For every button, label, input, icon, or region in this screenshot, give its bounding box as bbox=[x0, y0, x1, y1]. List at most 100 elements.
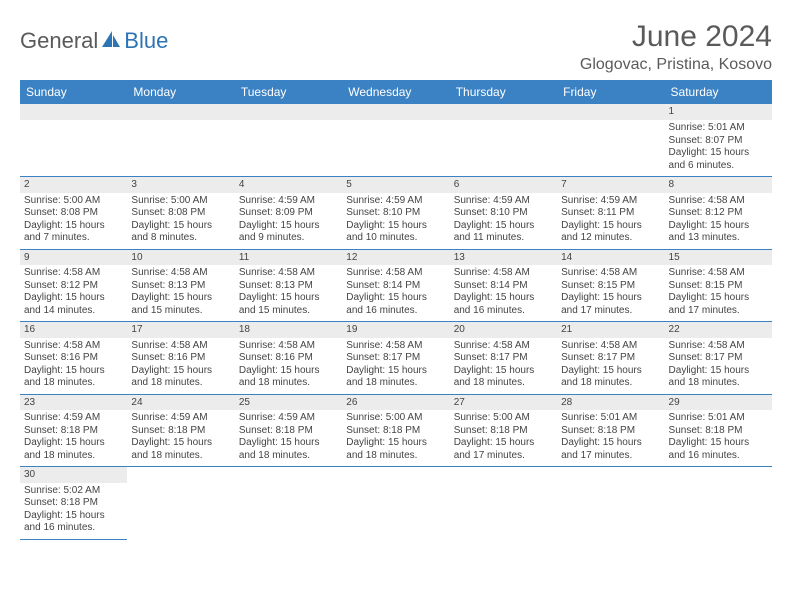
daylight: Daylight: 15 hours and 18 minutes. bbox=[561, 365, 660, 390]
weekday-header: Wednesday bbox=[342, 80, 449, 104]
day-number: 24 bbox=[127, 394, 234, 410]
sunrise: Sunrise: 4:58 AM bbox=[669, 195, 768, 208]
day-cell: Sunrise: 4:58 AMSunset: 8:17 PMDaylight:… bbox=[557, 338, 664, 395]
weekday-header: Sunday bbox=[20, 80, 127, 104]
day-number: 13 bbox=[450, 249, 557, 265]
sunrise: Sunrise: 5:00 AM bbox=[24, 195, 123, 208]
calendar-table: SundayMondayTuesdayWednesdayThursdayFrid… bbox=[20, 80, 772, 540]
sunset: Sunset: 8:15 PM bbox=[669, 280, 768, 293]
daylight: Daylight: 15 hours and 7 minutes. bbox=[24, 220, 123, 245]
day-cell: Sunrise: 4:58 AMSunset: 8:14 PMDaylight:… bbox=[450, 265, 557, 322]
brand-part2: Blue bbox=[124, 28, 168, 54]
daylight: Daylight: 15 hours and 12 minutes. bbox=[561, 220, 660, 245]
sunrise: Sunrise: 4:58 AM bbox=[346, 340, 445, 353]
day-cell bbox=[557, 120, 664, 177]
day-number bbox=[20, 104, 127, 120]
sunrise: Sunrise: 4:59 AM bbox=[239, 412, 338, 425]
day-number: 21 bbox=[557, 322, 664, 338]
day-cell: Sunrise: 4:59 AMSunset: 8:11 PMDaylight:… bbox=[557, 193, 664, 250]
sunset: Sunset: 8:12 PM bbox=[669, 207, 768, 220]
sunrise: Sunrise: 4:58 AM bbox=[669, 267, 768, 280]
daylight: Daylight: 15 hours and 16 minutes. bbox=[24, 510, 123, 535]
day-number bbox=[235, 104, 342, 120]
day-cell bbox=[20, 120, 127, 177]
sunrise: Sunrise: 4:58 AM bbox=[669, 340, 768, 353]
day-cell bbox=[235, 483, 342, 540]
sunset: Sunset: 8:16 PM bbox=[239, 352, 338, 365]
sunrise: Sunrise: 4:58 AM bbox=[346, 267, 445, 280]
sunset: Sunset: 8:17 PM bbox=[346, 352, 445, 365]
day-number bbox=[557, 467, 664, 483]
day-number: 12 bbox=[342, 249, 449, 265]
day-cell: Sunrise: 5:01 AMSunset: 8:18 PMDaylight:… bbox=[557, 410, 664, 467]
weekday-header: Tuesday bbox=[235, 80, 342, 104]
day-cell bbox=[450, 120, 557, 177]
day-number: 18 bbox=[235, 322, 342, 338]
day-cell: Sunrise: 4:58 AMSunset: 8:16 PMDaylight:… bbox=[235, 338, 342, 395]
daylight: Daylight: 15 hours and 8 minutes. bbox=[131, 220, 230, 245]
daylight: Daylight: 15 hours and 18 minutes. bbox=[24, 437, 123, 462]
daylight: Daylight: 15 hours and 16 minutes. bbox=[669, 437, 768, 462]
calendar-header: SundayMondayTuesdayWednesdayThursdayFrid… bbox=[20, 80, 772, 104]
brand-logo: General Blue bbox=[20, 28, 168, 54]
day-cell bbox=[127, 120, 234, 177]
day-number: 2 bbox=[20, 177, 127, 193]
daylight: Daylight: 15 hours and 18 minutes. bbox=[24, 365, 123, 390]
day-number bbox=[235, 467, 342, 483]
day-number bbox=[127, 467, 234, 483]
day-number: 9 bbox=[20, 249, 127, 265]
daylight: Daylight: 15 hours and 16 minutes. bbox=[454, 292, 553, 317]
sunset: Sunset: 8:18 PM bbox=[239, 425, 338, 438]
sunset: Sunset: 8:18 PM bbox=[454, 425, 553, 438]
sunset: Sunset: 8:14 PM bbox=[454, 280, 553, 293]
sunset: Sunset: 8:10 PM bbox=[346, 207, 445, 220]
day-number: 20 bbox=[450, 322, 557, 338]
sunset: Sunset: 8:07 PM bbox=[669, 135, 768, 148]
day-number: 8 bbox=[665, 177, 772, 193]
day-number: 26 bbox=[342, 394, 449, 410]
day-cell: Sunrise: 4:58 AMSunset: 8:13 PMDaylight:… bbox=[235, 265, 342, 322]
daylight: Daylight: 15 hours and 17 minutes. bbox=[454, 437, 553, 462]
sunrise: Sunrise: 4:59 AM bbox=[346, 195, 445, 208]
sunset: Sunset: 8:10 PM bbox=[454, 207, 553, 220]
day-cell: Sunrise: 4:58 AMSunset: 8:15 PMDaylight:… bbox=[557, 265, 664, 322]
weekday-header: Saturday bbox=[665, 80, 772, 104]
month-title: June 2024 bbox=[580, 20, 772, 54]
sunrise: Sunrise: 4:59 AM bbox=[131, 412, 230, 425]
day-cell bbox=[127, 483, 234, 540]
daylight: Daylight: 15 hours and 18 minutes. bbox=[669, 365, 768, 390]
day-cell: Sunrise: 5:02 AMSunset: 8:18 PMDaylight:… bbox=[20, 483, 127, 540]
day-cell bbox=[557, 483, 664, 540]
day-number: 11 bbox=[235, 249, 342, 265]
sunrise: Sunrise: 4:58 AM bbox=[561, 267, 660, 280]
sunrise: Sunrise: 4:59 AM bbox=[454, 195, 553, 208]
sail-icon bbox=[100, 29, 122, 54]
sunset: Sunset: 8:17 PM bbox=[454, 352, 553, 365]
daylight: Daylight: 15 hours and 15 minutes. bbox=[239, 292, 338, 317]
sunrise: Sunrise: 4:58 AM bbox=[24, 267, 123, 280]
day-cell: Sunrise: 4:58 AMSunset: 8:17 PMDaylight:… bbox=[665, 338, 772, 395]
location: Glogovac, Pristina, Kosovo bbox=[580, 56, 772, 74]
sunrise: Sunrise: 4:58 AM bbox=[239, 267, 338, 280]
day-cell: Sunrise: 4:58 AMSunset: 8:13 PMDaylight:… bbox=[127, 265, 234, 322]
daylight: Daylight: 15 hours and 9 minutes. bbox=[239, 220, 338, 245]
brand-part1: General bbox=[20, 28, 98, 54]
day-number: 6 bbox=[450, 177, 557, 193]
day-cell bbox=[342, 483, 449, 540]
sunset: Sunset: 8:18 PM bbox=[24, 497, 123, 510]
sunrise: Sunrise: 4:59 AM bbox=[561, 195, 660, 208]
day-number: 5 bbox=[342, 177, 449, 193]
day-number bbox=[127, 104, 234, 120]
sunrise: Sunrise: 4:58 AM bbox=[24, 340, 123, 353]
title-block: June 2024 Glogovac, Pristina, Kosovo bbox=[580, 20, 772, 74]
sunrise: Sunrise: 4:58 AM bbox=[454, 340, 553, 353]
day-cell: Sunrise: 4:58 AMSunset: 8:12 PMDaylight:… bbox=[665, 193, 772, 250]
day-cell: Sunrise: 4:59 AMSunset: 8:18 PMDaylight:… bbox=[20, 410, 127, 467]
day-cell: Sunrise: 5:01 AMSunset: 8:18 PMDaylight:… bbox=[665, 410, 772, 467]
day-cell: Sunrise: 5:01 AMSunset: 8:07 PMDaylight:… bbox=[665, 120, 772, 177]
day-number: 27 bbox=[450, 394, 557, 410]
sunrise: Sunrise: 4:58 AM bbox=[131, 267, 230, 280]
sunset: Sunset: 8:18 PM bbox=[131, 425, 230, 438]
day-number: 15 bbox=[665, 249, 772, 265]
sunset: Sunset: 8:13 PM bbox=[239, 280, 338, 293]
